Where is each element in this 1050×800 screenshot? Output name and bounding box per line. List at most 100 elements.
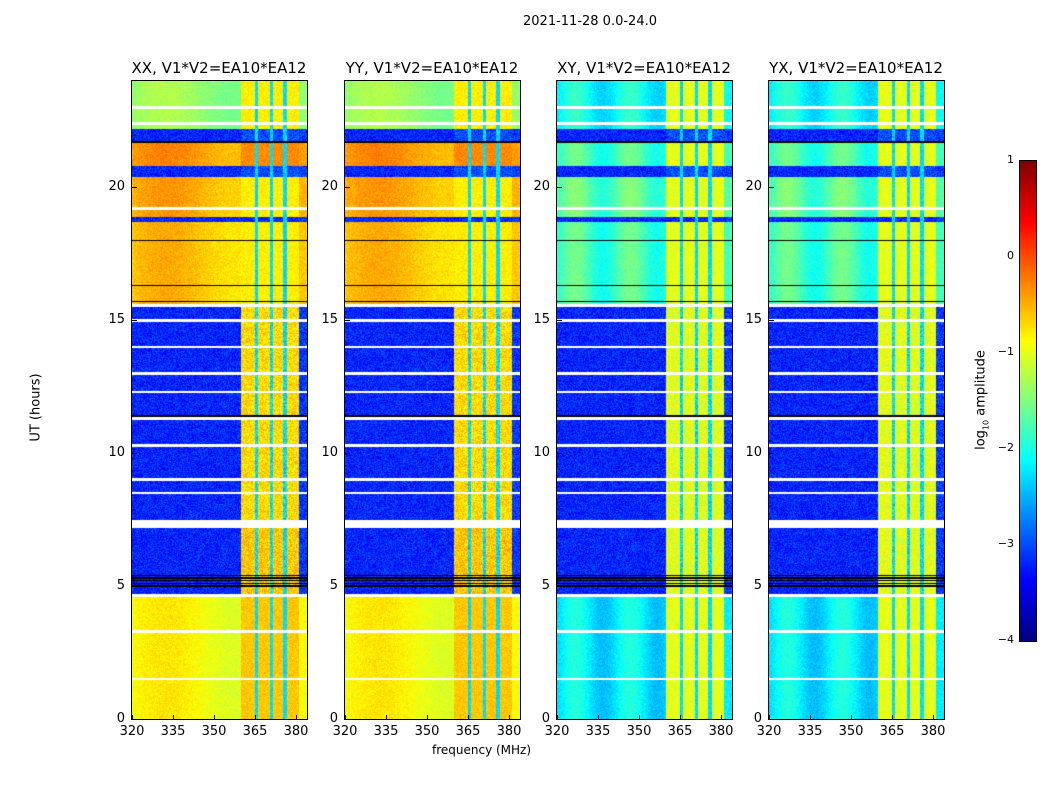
x-tick — [132, 715, 133, 720]
x-tick — [173, 715, 175, 720]
colorbar-tick-label: −1 — [997, 345, 1014, 358]
colorbar-label: log10 amplitude — [973, 350, 991, 450]
y-tick-label: 5 — [116, 578, 125, 594]
y-tick-label: 15 — [108, 312, 125, 328]
y-tick — [132, 453, 137, 455]
y-tick-label: 15 — [533, 312, 550, 328]
panel-title: XY, V1*V2=EA10*EA12 — [557, 59, 731, 77]
x-tick — [296, 715, 298, 720]
y-tick — [557, 320, 562, 322]
y-tick — [132, 320, 137, 322]
x-tick-label: 320 — [119, 724, 145, 739]
y-tick-label: 10 — [745, 445, 762, 461]
y-tick-label: 15 — [745, 312, 762, 328]
x-tick-label: 320 — [756, 724, 782, 739]
y-tick-label: 10 — [321, 445, 338, 461]
y-tick — [769, 719, 774, 720]
y-tick-label: 5 — [329, 578, 338, 594]
colorbar-tick-label: 1 — [1007, 153, 1014, 166]
heatmap-panel — [556, 80, 733, 720]
x-tick — [214, 715, 216, 720]
y-tick-label: 0 — [116, 711, 125, 726]
y-tick — [345, 453, 350, 455]
y-tick-label: 0 — [541, 711, 550, 726]
y-tick — [557, 453, 562, 455]
y-tick — [132, 187, 137, 189]
x-tick-label: 365 — [455, 724, 481, 739]
x-tick-label: 335 — [160, 724, 186, 739]
y-tick — [769, 453, 774, 455]
x-axis-label: frequency (MHz) — [432, 743, 532, 757]
x-tick-label: 350 — [201, 724, 227, 739]
y-tick — [132, 719, 137, 720]
x-tick-label: 365 — [879, 724, 905, 739]
colorbar — [1019, 160, 1037, 642]
x-tick — [892, 715, 894, 720]
panel-title: XX, V1*V2=EA10*EA12 — [131, 59, 307, 77]
heatmap-panel — [344, 80, 521, 720]
y-tick-label: 0 — [753, 711, 762, 726]
y-tick — [345, 187, 350, 189]
x-tick-label: 320 — [332, 724, 358, 739]
x-tick — [255, 715, 257, 720]
y-tick — [132, 586, 137, 588]
x-tick — [721, 715, 723, 720]
y-tick — [345, 719, 350, 720]
x-tick — [345, 715, 346, 720]
y-tick-label: 20 — [533, 179, 550, 195]
colorbar-tick-label: −4 — [997, 633, 1014, 646]
heatmap-panel — [131, 80, 308, 720]
y-tick-label: 10 — [108, 445, 125, 461]
heatmap-image — [345, 81, 520, 719]
panel-title: YY, V1*V2=EA10*EA12 — [345, 59, 519, 77]
x-tick-label: 380 — [283, 724, 309, 739]
x-tick — [427, 715, 429, 720]
x-tick-label: 380 — [920, 724, 946, 739]
colorbar-tick-label: 0 — [1007, 249, 1014, 262]
panel-title: YX, V1*V2=EA10*EA12 — [769, 59, 943, 77]
colorbar-tick-label: −2 — [997, 441, 1014, 454]
y-tick-label: 5 — [753, 578, 762, 594]
x-tick — [769, 715, 770, 720]
x-tick-label: 380 — [708, 724, 734, 739]
y-tick-label: 15 — [321, 312, 338, 328]
y-tick — [557, 187, 562, 189]
heatmap-image — [132, 81, 307, 719]
x-tick — [509, 715, 511, 720]
y-tick-label: 20 — [745, 179, 762, 195]
x-tick-label: 380 — [496, 724, 522, 739]
x-tick — [933, 715, 935, 720]
x-tick-label: 320 — [544, 724, 570, 739]
heatmap-image — [557, 81, 732, 719]
colorbar-tick-label: −3 — [997, 537, 1014, 550]
x-tick — [557, 715, 558, 720]
heatmap-panel — [768, 80, 945, 720]
y-tick-label: 20 — [108, 179, 125, 195]
y-tick — [769, 320, 774, 322]
x-tick — [639, 715, 641, 720]
y-tick-label: 0 — [329, 711, 338, 726]
figure-title: 2021-11-28 0.0-24.0 — [523, 14, 657, 29]
x-tick-label: 365 — [667, 724, 693, 739]
x-tick-label: 335 — [585, 724, 611, 739]
y-tick-label: 20 — [321, 179, 338, 195]
y-tick — [769, 187, 774, 189]
y-tick — [345, 586, 350, 588]
x-tick — [851, 715, 853, 720]
x-tick-label: 335 — [373, 724, 399, 739]
x-tick — [810, 715, 812, 720]
x-tick-label: 350 — [626, 724, 652, 739]
x-tick-label: 335 — [797, 724, 823, 739]
y-tick — [557, 586, 562, 588]
x-tick — [468, 715, 470, 720]
x-tick-label: 365 — [242, 724, 268, 739]
x-tick — [598, 715, 600, 720]
heatmap-image — [769, 81, 944, 719]
x-tick — [680, 715, 682, 720]
x-tick — [386, 715, 388, 720]
y-tick — [345, 320, 350, 322]
y-tick-label: 10 — [533, 445, 550, 461]
y-tick-label: 5 — [541, 578, 550, 594]
y-axis-label: UT (hours) — [28, 373, 44, 442]
